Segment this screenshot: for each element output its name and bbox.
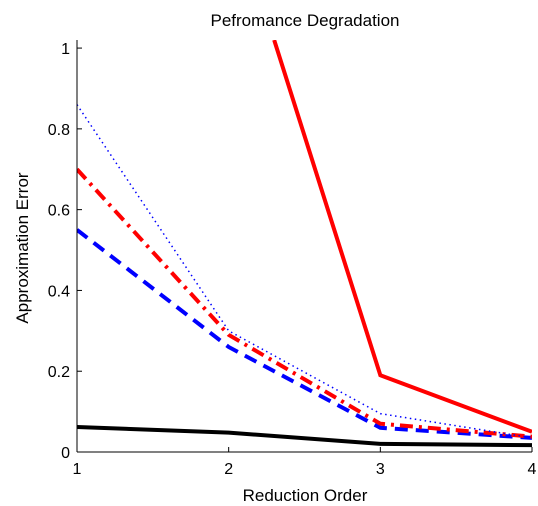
- y-tick-label: 0.8: [48, 122, 70, 139]
- y-tick-label: 0.2: [48, 364, 70, 381]
- y-tick-label: 0.4: [48, 283, 70, 300]
- x-tick-label: 1: [73, 461, 82, 478]
- series-line-4: [77, 104, 532, 439]
- x-tick-label: 4: [528, 461, 537, 478]
- y-tick-label: 1: [61, 41, 70, 58]
- series-line-1: [77, 424, 532, 448]
- x-tick-label: 2: [224, 461, 233, 478]
- x-axis-label: Reduction Order: [243, 486, 368, 505]
- plot-area: [77, 40, 532, 448]
- series-line-3: [77, 167, 532, 439]
- y-tick-label: 0.6: [48, 203, 70, 220]
- series-line-5: [272, 40, 532, 434]
- x-tick-label: 3: [376, 461, 385, 478]
- y-tick-label: 0: [61, 445, 70, 462]
- chart-title: Pefromance Degradation: [210, 11, 399, 30]
- y-axis-label: Approximation Error: [13, 172, 32, 324]
- axes: 1 2 3 4 0 0.2 0.4 0.6 0.8 1: [48, 40, 537, 478]
- series-line-2: [77, 228, 532, 440]
